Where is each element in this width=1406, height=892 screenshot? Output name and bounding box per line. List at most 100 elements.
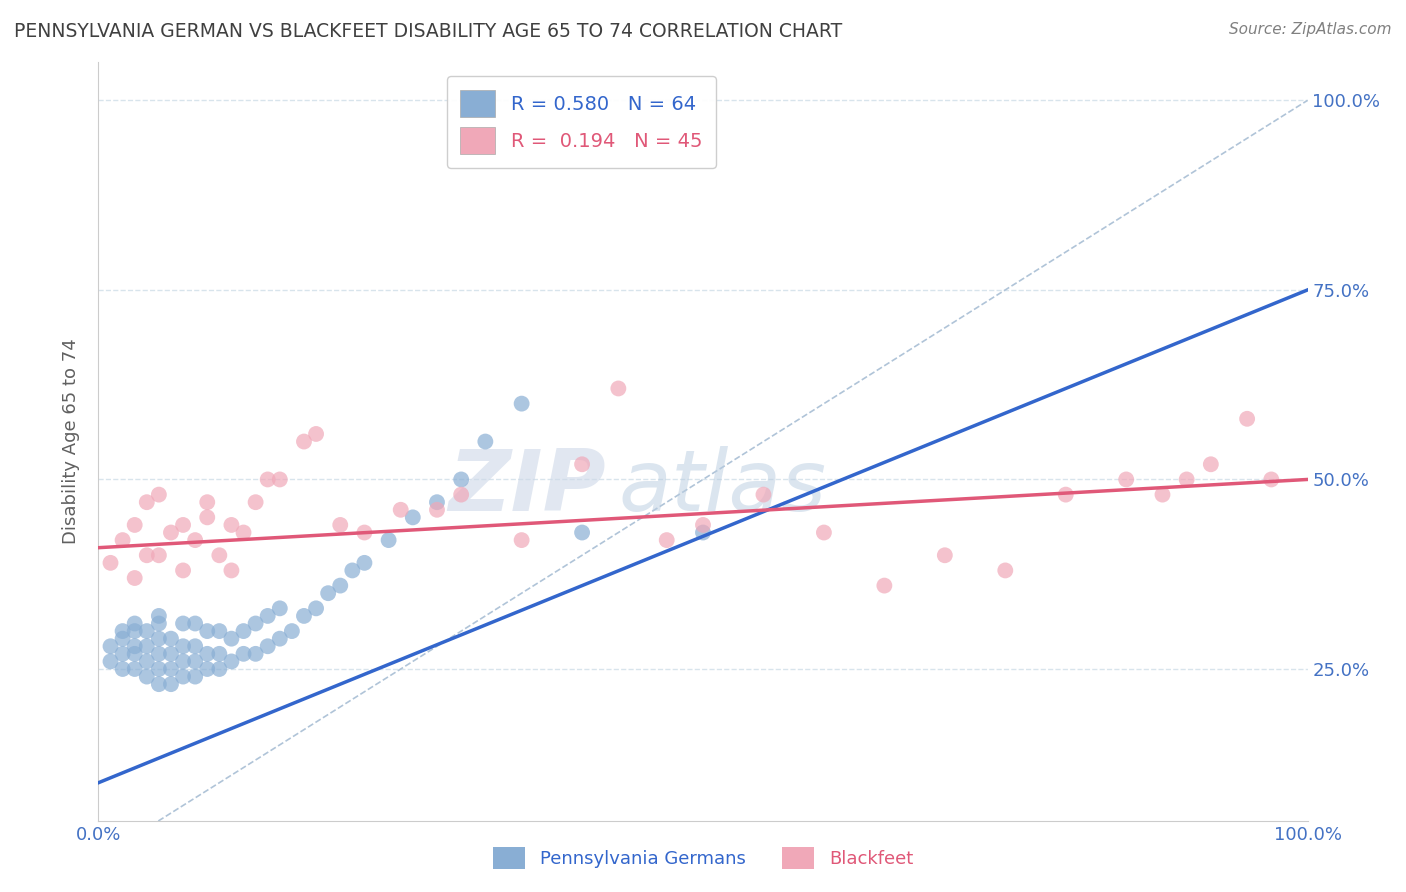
Point [124,517,146,532]
Point [510,396,533,410]
Point [100,556,122,570]
Point [160,647,183,661]
Point [934,548,956,563]
Point [1175,473,1198,487]
Point [873,579,896,593]
Text: PENNSYLVANIA GERMAN VS BLACKFEET DISABILITY AGE 65 TO 74 CORRELATION CHART: PENNSYLVANIA GERMAN VS BLACKFEET DISABIL… [14,22,842,41]
Point [1199,457,1222,471]
Point [232,624,254,639]
Point [124,639,146,653]
Point [510,533,533,547]
Point [994,564,1017,578]
Point [148,632,170,646]
Point [269,632,291,646]
Point [172,655,194,669]
Point [111,624,134,639]
Point [160,632,183,646]
Point [160,662,183,676]
Point [184,616,207,631]
Point [1152,487,1174,501]
Point [148,608,170,623]
Point [655,533,678,547]
Point [1260,473,1282,487]
Point [208,647,231,661]
Point [124,616,146,631]
Point [172,639,194,653]
Point [148,662,170,676]
Point [450,473,472,487]
Point [111,647,134,661]
Text: atlas: atlas [619,445,827,529]
Point [148,548,170,563]
Point [607,382,630,396]
Point [316,586,339,600]
Point [221,655,243,669]
Point [1115,473,1137,487]
Point [474,434,496,449]
Point [571,525,593,540]
Point [292,434,315,449]
Point [195,495,218,509]
Point [135,639,157,653]
Point [269,473,291,487]
Point [353,556,375,570]
Point [195,647,218,661]
Point [208,548,231,563]
Point [752,487,775,501]
Point [111,533,134,547]
Point [100,655,122,669]
Point [1054,487,1077,501]
Point [245,495,267,509]
Text: ZIP: ZIP [449,445,606,529]
Point [256,608,278,623]
Point [269,601,291,615]
Point [232,525,254,540]
Point [195,662,218,676]
Point [184,655,207,669]
Point [208,662,231,676]
Point [124,571,146,585]
Point [245,647,267,661]
Point [135,495,157,509]
Point [160,677,183,691]
Point [111,632,134,646]
Point [329,517,352,532]
Point [571,457,593,471]
Point [353,525,375,540]
Point [135,548,157,563]
Point [256,639,278,653]
Point [100,639,122,653]
Point [692,525,714,540]
Point [124,624,146,639]
Point [124,647,146,661]
Point [148,647,170,661]
Point [402,510,425,524]
Point [135,624,157,639]
Point [389,502,412,516]
Point [195,624,218,639]
Point [692,517,714,532]
Point [305,426,328,441]
Point [160,525,183,540]
Point [172,669,194,684]
Point [305,601,328,615]
Point [184,639,207,653]
Point [184,669,207,684]
Point [426,502,449,516]
Y-axis label: Disability Age 65 to 74: Disability Age 65 to 74 [62,339,80,544]
Point [221,564,243,578]
Point [813,525,835,540]
Point [172,564,194,578]
Point [245,616,267,631]
Point [232,647,254,661]
Point [221,632,243,646]
Point [172,616,194,631]
Point [256,473,278,487]
Point [124,662,146,676]
Point [342,564,364,578]
Point [426,495,449,509]
Point [148,616,170,631]
Point [172,517,194,532]
Point [195,510,218,524]
Point [135,669,157,684]
